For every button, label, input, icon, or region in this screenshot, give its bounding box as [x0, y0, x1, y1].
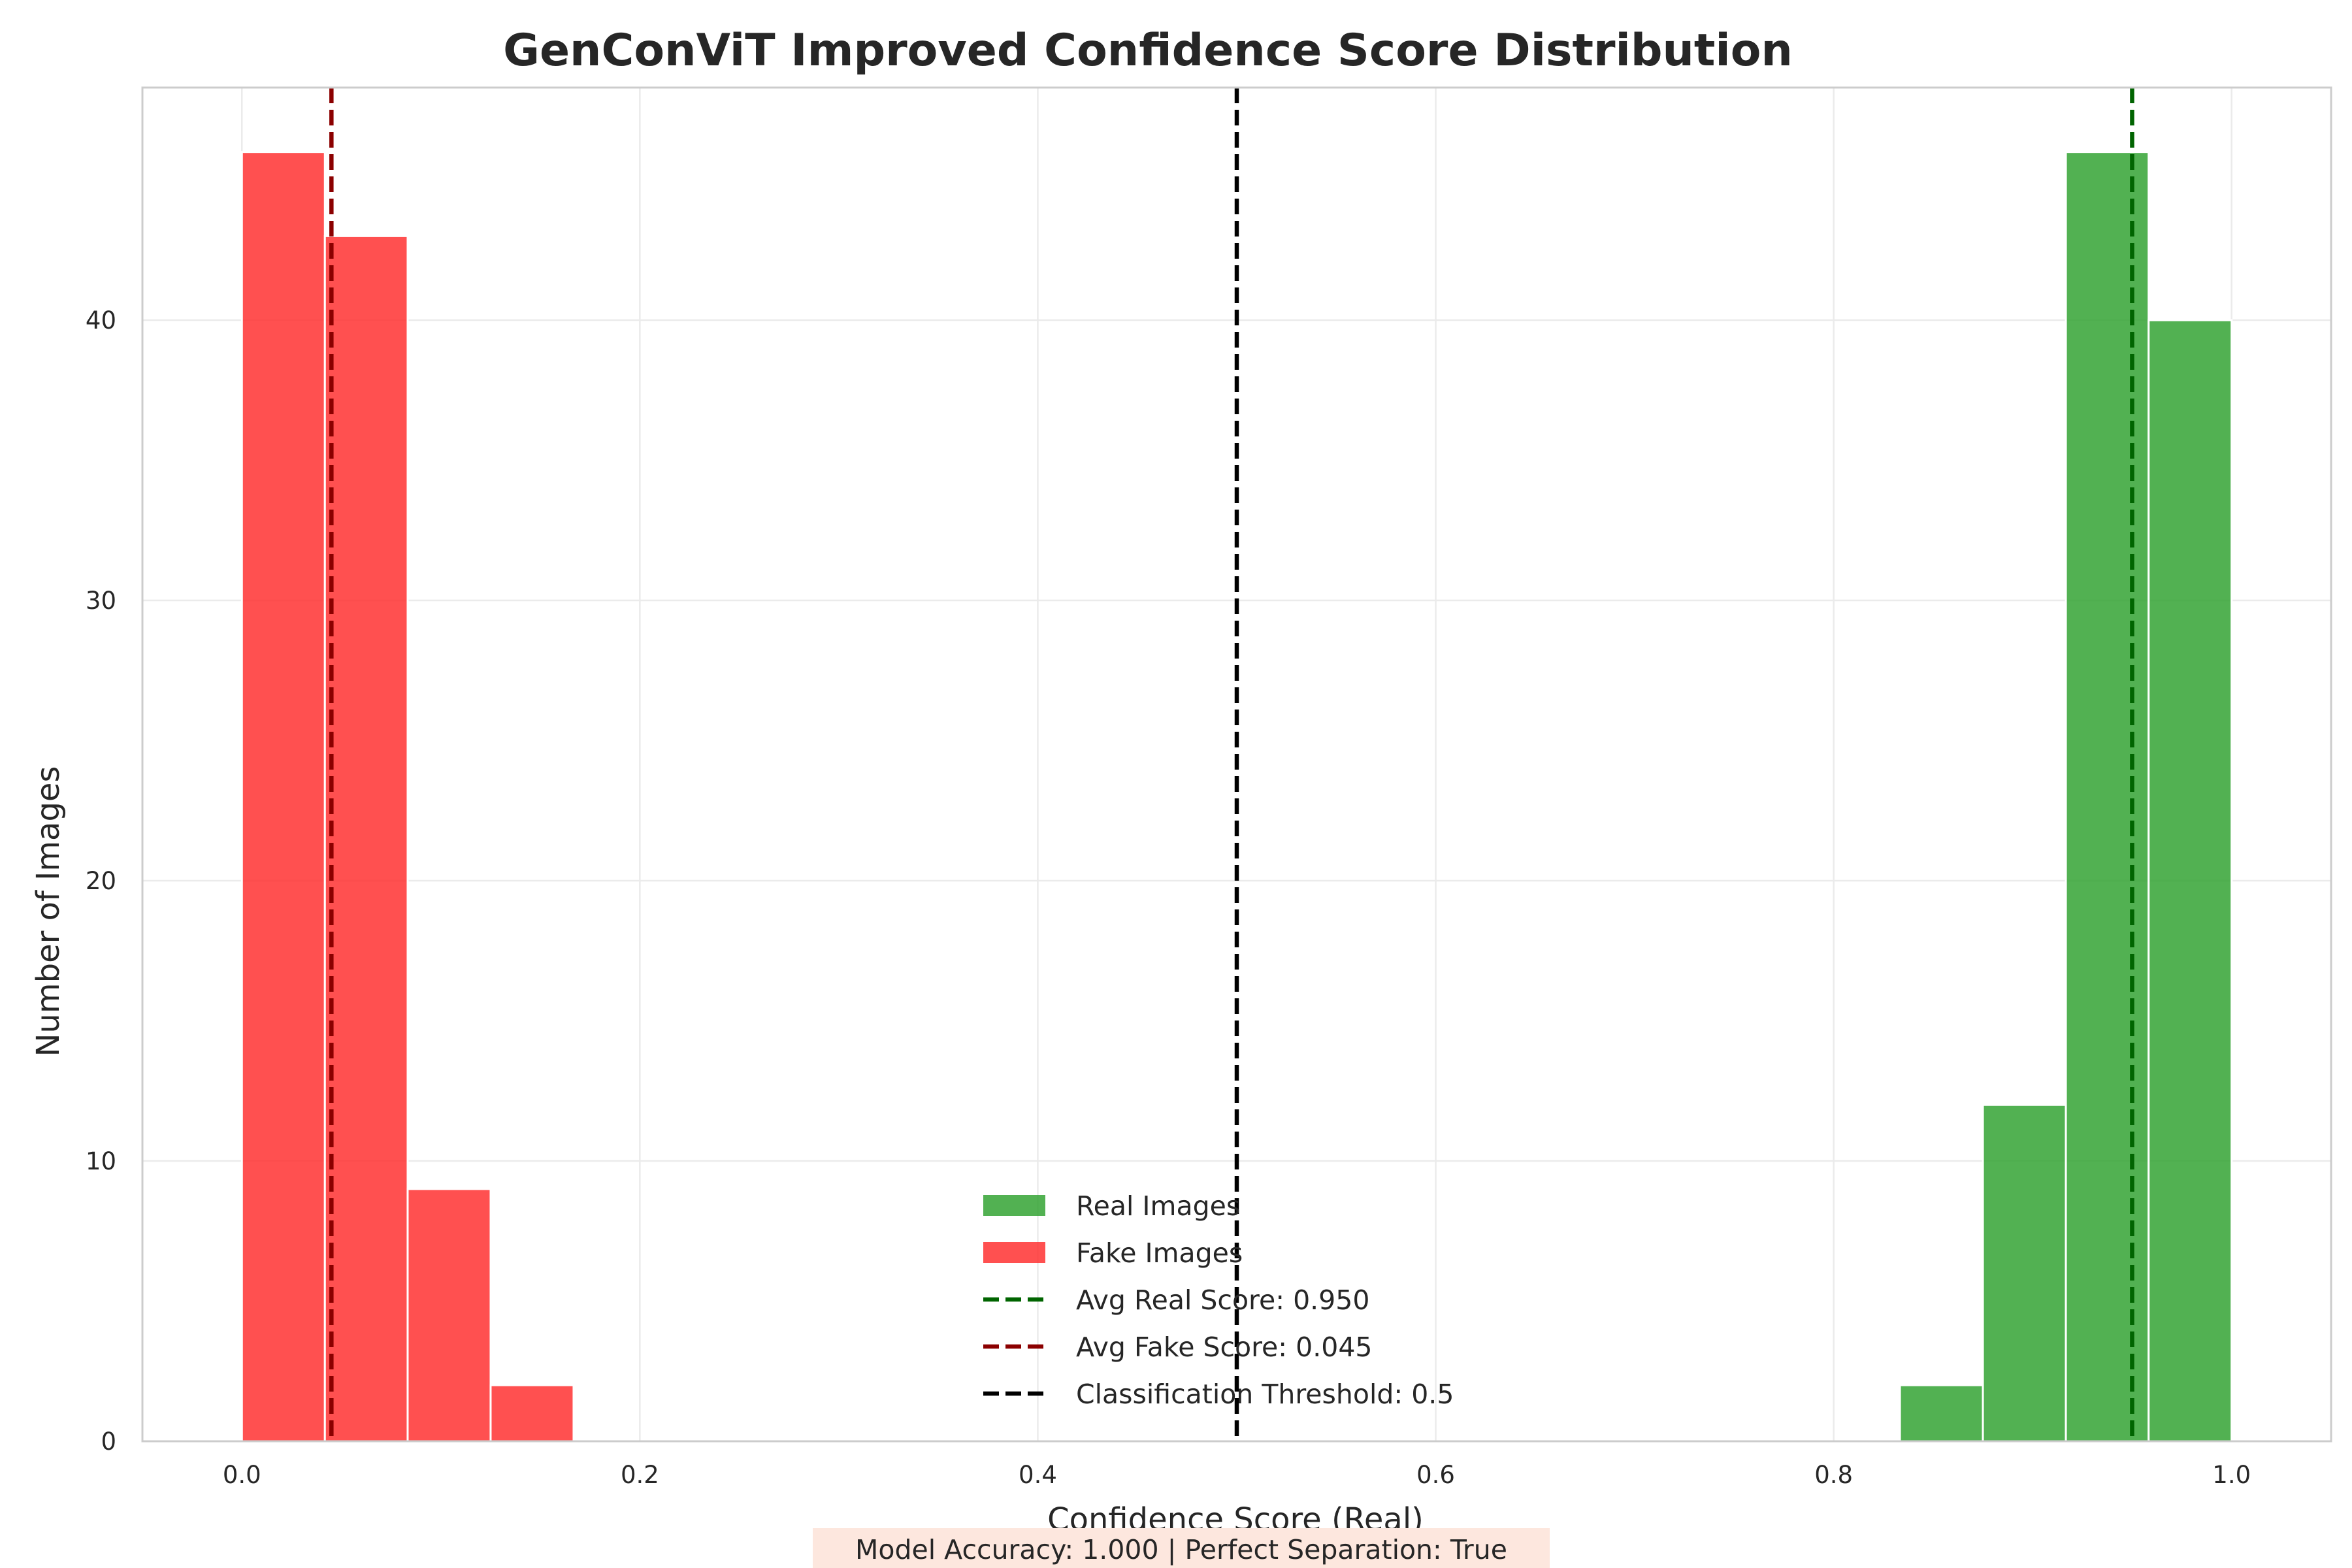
- fake-images-bar: [323, 235, 409, 1443]
- plot-area: [141, 86, 2332, 1443]
- x-tick-label: 0.4: [1019, 1461, 1057, 1489]
- legend-label-avg-fake-score-0-045: Avg Fake Score: 0.045: [1076, 1331, 1373, 1363]
- x-tick-label: 0.8: [1814, 1461, 1853, 1489]
- x-tick-label: 0.6: [1416, 1461, 1455, 1489]
- y-tick-label: 10: [86, 1147, 116, 1175]
- y-axis-label: Number of Images: [30, 766, 67, 1057]
- legend-label-classification-threshold-0-5: Classification Threshold: 0.5: [1076, 1379, 1454, 1410]
- y-axis-ticks: 0 10 20 30 40: [86, 306, 116, 1456]
- chart-title: GenConViT Improved Confidence Score Dist…: [503, 25, 1793, 76]
- real-images-bar: [2065, 151, 2150, 1443]
- legend-label-fake-images: Fake Images: [1076, 1237, 1243, 1269]
- legend-label-real-images: Real Images: [1076, 1190, 1240, 1222]
- real-images-bar: [2148, 319, 2233, 1443]
- legend-swatch-real-images: [983, 1195, 1045, 1216]
- y-tick-label: 20: [86, 867, 116, 895]
- fake-images-bar: [240, 151, 326, 1443]
- x-tick-label: 0.2: [621, 1461, 659, 1489]
- y-tick-label: 0: [101, 1428, 116, 1456]
- footnote: Model Accuracy: 1.000 | Perfect Separati…: [855, 1534, 1507, 1565]
- footnote-box: [813, 1528, 1550, 1568]
- x-tick-label: 0.0: [223, 1461, 261, 1489]
- fake-images-bar: [489, 1384, 575, 1443]
- real-images-bar: [1982, 1103, 2067, 1443]
- y-tick-label: 30: [86, 587, 116, 615]
- x-tick-label: 1.0: [2212, 1461, 2251, 1489]
- fake-images-bar: [406, 1188, 492, 1443]
- reference-lines: [329, 88, 2134, 1441]
- legend-swatch-fake-images: [983, 1242, 1045, 1263]
- histogram-bars: [240, 151, 2233, 1443]
- y-tick-label: 40: [86, 306, 116, 335]
- legend: Real Images Fake Images Avg Real Score: 0.…: [983, 1190, 1454, 1410]
- real-images-bar: [1899, 1384, 1984, 1443]
- legend-label-avg-real-score-0-950: Avg Real Score: 0.950: [1076, 1284, 1369, 1316]
- plot-frame: [141, 86, 2332, 1443]
- x-axis-ticks: 0.0 0.2 0.4 0.6 0.8 1.0: [223, 1461, 2251, 1489]
